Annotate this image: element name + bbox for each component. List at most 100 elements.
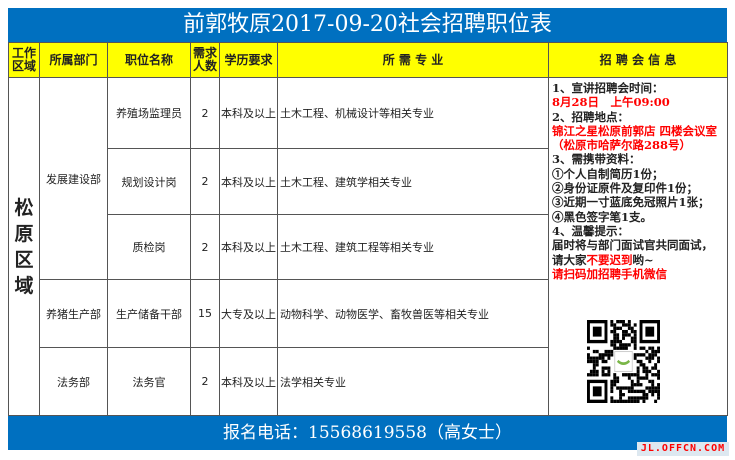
- qr-module: [642, 369, 646, 374]
- header-region: 工作区域: [8, 42, 40, 78]
- qr-module: [645, 376, 649, 380]
- qr-module: [657, 386, 660, 390]
- qr-module: [624, 386, 628, 390]
- major-cell: 法学相关专业: [277, 347, 549, 416]
- qr-module: [610, 353, 614, 357]
- info-material-4: ④黑色签字笔1支。: [552, 209, 653, 224]
- qr-module: [636, 399, 640, 403]
- header-info: 招 聘 会 信 息: [548, 42, 728, 78]
- qr-module: [619, 346, 623, 350]
- info-time: 8月28日 上午09:00: [552, 95, 670, 110]
- info-wechat: 请扫码加招聘手机微信: [552, 266, 667, 281]
- qr-module: [627, 323, 631, 327]
- qr-module: [601, 359, 605, 364]
- qr-module: [630, 336, 634, 340]
- dept-cell: 养猪生产部: [39, 279, 108, 348]
- qr-module: [648, 359, 652, 364]
- qr-module: [619, 343, 623, 347]
- qr-module: [636, 383, 640, 387]
- qr-module: [630, 399, 634, 403]
- qr-module: [630, 326, 634, 330]
- qr-module: [616, 399, 620, 403]
- qr-module: [622, 399, 625, 403]
- position-cell: 质检岗: [107, 214, 191, 280]
- qr-module: [654, 349, 658, 354]
- qr-module: [616, 379, 620, 384]
- qr-module: [633, 383, 637, 387]
- qr-module: [630, 396, 634, 400]
- qr-module: [657, 389, 660, 394]
- qr-module: [651, 389, 655, 394]
- qr-module: [636, 366, 640, 370]
- qr-module: [598, 356, 602, 360]
- qr-module: [633, 389, 637, 394]
- qr-module: [613, 343, 617, 347]
- position-cell: 生产储备干部: [107, 279, 191, 348]
- qr-module: [657, 396, 660, 400]
- qr-module: [589, 356, 593, 360]
- qr-module: [636, 353, 640, 357]
- qr-module: [651, 366, 655, 370]
- qr-module: [642, 376, 646, 380]
- qr-module: [619, 320, 623, 324]
- qr-module: [630, 383, 634, 387]
- info-material-3: ③近期一寸蓝底免冠照片1张；: [552, 195, 710, 210]
- qr-module: [587, 346, 590, 350]
- qr-module: [613, 379, 617, 384]
- qr-module: [616, 386, 620, 390]
- qr-module: [622, 336, 625, 340]
- info-location: 锦江之星松原前郭店 四楼会议室（松原市哈萨尔路288号）: [552, 123, 718, 153]
- qr-module: [589, 373, 593, 377]
- qr-module: [622, 323, 625, 327]
- qr-module: [633, 329, 637, 334]
- qr-module: [613, 326, 617, 330]
- qr-module: [622, 320, 625, 324]
- qr-module: [619, 386, 623, 390]
- qr-module: [604, 359, 608, 364]
- qr-module: [648, 353, 652, 357]
- tip-text-end: 哟~: [632, 252, 654, 267]
- qr-module: [645, 396, 649, 400]
- position-cell: 法务官: [107, 347, 191, 416]
- qr-module: [633, 353, 637, 357]
- qr-module: [613, 329, 617, 334]
- qr-module: [592, 366, 596, 370]
- qr-module: [610, 389, 614, 394]
- qr-module: [610, 383, 614, 387]
- info-location-label: 2、招聘地点：: [552, 109, 630, 124]
- qr-module: [595, 369, 599, 374]
- qr-module: [630, 329, 634, 334]
- qr-module: [610, 399, 614, 403]
- qr-module: [657, 346, 660, 350]
- education-cell: 本科及以上: [219, 77, 278, 149]
- qr-module: [610, 320, 614, 324]
- qr-module: [657, 376, 660, 380]
- job-table: 工作区域 所属部门 职位名称 需求人数 学历要求 所 需 专 业 招 聘 会 信…: [8, 42, 728, 416]
- qr-module: [610, 343, 614, 347]
- qr-module: [636, 379, 640, 384]
- qr-module: [642, 346, 646, 350]
- qr-module: [592, 373, 596, 377]
- qr-module: [592, 356, 596, 360]
- qr-module: [654, 389, 658, 394]
- count-cell: 2: [190, 347, 220, 416]
- qr-module: [657, 393, 660, 397]
- qr-module: [616, 326, 620, 330]
- recruitment-info: 1、宣讲招聘会时间： 8月28日 上午09:00 2、招聘地点： 锦江之星松原前…: [548, 77, 728, 416]
- qr-module: [633, 333, 637, 337]
- qr-module: [592, 359, 596, 364]
- qr-module: [633, 356, 637, 360]
- qr-module: [592, 349, 596, 354]
- major-cell: 动物科学、动物医学、畜牧兽医等相关专业: [277, 279, 549, 348]
- qr-module: [619, 339, 623, 344]
- qr-module: [633, 323, 637, 327]
- qr-module: [645, 393, 649, 397]
- qr-module: [627, 343, 631, 347]
- qr-module: [639, 363, 643, 367]
- qr-module: [627, 396, 631, 400]
- qr-module: [607, 373, 611, 377]
- qr-module: [610, 323, 614, 327]
- table-row: 法务部 法务官 2 本科及以上 法学相关专业: [9, 347, 728, 416]
- major-cell: 土木工程、建筑工程等相关专业: [277, 214, 549, 280]
- qr-module: [657, 373, 660, 377]
